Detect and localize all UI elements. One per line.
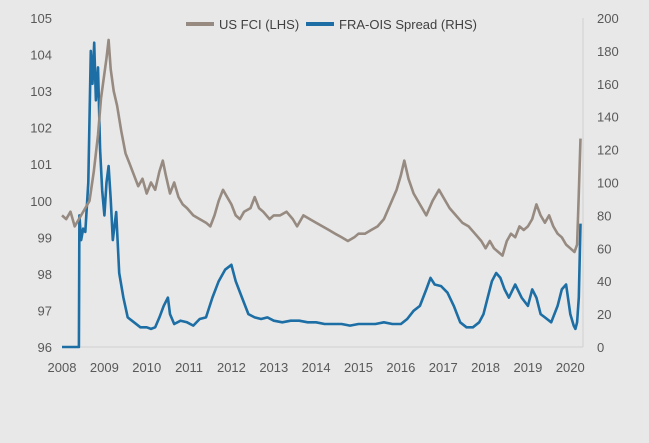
- x-tick-label: 2017: [429, 360, 458, 375]
- x-tick-label: 2016: [386, 360, 415, 375]
- y-right-tick-label: 60: [597, 241, 611, 256]
- y-left-tick-label: 97: [38, 303, 52, 318]
- x-tick-label: 2012: [217, 360, 246, 375]
- y-right-tick-label: 0: [597, 340, 604, 355]
- x-tick-label: 2009: [90, 360, 119, 375]
- y-right-tick-label: 100: [597, 176, 619, 191]
- y-right-tick-label: 80: [597, 208, 611, 223]
- y-right-tick-label: 120: [597, 143, 619, 158]
- y-left-tick-label: 96: [38, 340, 52, 355]
- y-right-tick-label: 180: [597, 44, 619, 59]
- x-tick-label: 2010: [132, 360, 161, 375]
- y-left-tick-label: 101: [30, 157, 52, 172]
- y-left-tick-label: 105: [30, 11, 52, 26]
- axes: 2008 2009 2010 2011 2012 2013 2014 2015 2016 2017…: [30, 11, 618, 375]
- x-tick-label: 2019: [513, 360, 542, 375]
- series-line-fra-ois: [62, 41, 582, 349]
- y-right-tick-label: 20: [597, 307, 611, 322]
- y-left-tick-label: 98: [38, 267, 52, 282]
- x-tick-label: 2015: [344, 360, 373, 375]
- series-lines: [61, 38, 582, 349]
- y-right-tick-label: 140: [597, 110, 619, 125]
- y-left-tick-label: 99: [38, 230, 52, 245]
- y-right-tick-label: 160: [597, 77, 619, 92]
- y-right-tick-label: 40: [597, 274, 611, 289]
- legend-label-us-fci: US FCI (LHS): [219, 17, 299, 32]
- series-line-us-fci: [61, 38, 582, 257]
- y-right-tick-label: 200: [597, 11, 619, 26]
- legend-label-fra-ois: FRA-OIS Spread (RHS): [339, 17, 477, 32]
- x-tick-label: 2014: [302, 360, 331, 375]
- x-tick-label: 2008: [48, 360, 77, 375]
- y-left-tick-label: 103: [30, 84, 52, 99]
- x-tick-label: 2013: [259, 360, 288, 375]
- x-tick-label: 2018: [471, 360, 500, 375]
- y-left-tick-label: 102: [30, 121, 52, 136]
- legend: US FCI (LHS) FRA-OIS Spread (RHS): [186, 17, 477, 32]
- x-tick-label: 2011: [175, 360, 203, 375]
- y-left-tick-label: 100: [30, 194, 52, 209]
- y-left-tick-label: 104: [30, 48, 52, 63]
- x-tick-label: 2020: [556, 360, 585, 375]
